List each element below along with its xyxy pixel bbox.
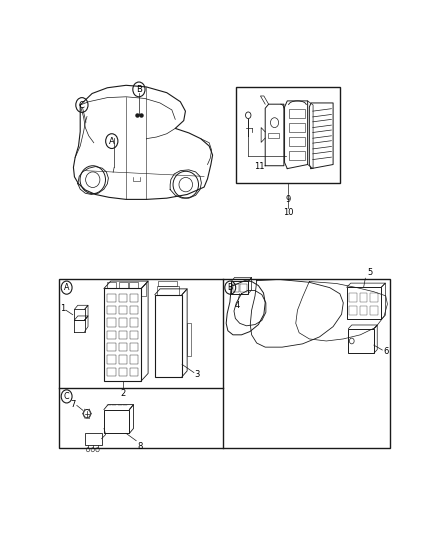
Bar [289,150,305,159]
Text: 11: 11 [254,163,265,172]
Bar [129,282,138,288]
Bar [348,329,374,353]
Bar [233,284,239,292]
Text: A: A [109,136,115,146]
Bar [119,306,127,314]
Bar [268,133,279,138]
Text: C: C [64,392,70,401]
Text: 1: 1 [60,304,65,313]
Text: 4: 4 [235,301,240,310]
Bar [119,318,127,327]
Bar [107,282,116,288]
Bar [346,287,381,319]
Bar [350,306,357,315]
Text: 2: 2 [120,389,125,398]
Text: B: B [227,283,233,292]
Text: B: B [136,85,142,94]
Bar [119,282,128,288]
Bar [231,281,248,294]
Bar [158,281,177,286]
Bar [130,306,138,314]
Bar [360,306,367,315]
Bar [119,343,127,351]
Bar [107,368,116,376]
Bar [107,306,116,314]
Bar [107,330,116,339]
Bar [104,288,141,381]
Bar [360,293,367,302]
Bar [107,318,116,327]
Bar [85,432,102,445]
Bar [187,324,191,356]
Text: 10: 10 [283,208,293,217]
Bar [130,343,138,351]
Bar [130,318,138,327]
Bar [371,293,378,302]
Bar [371,306,378,315]
Text: A: A [64,283,69,292]
Bar [156,286,179,295]
Bar [130,294,138,302]
Bar [119,356,127,364]
Bar [350,293,357,302]
Bar [104,409,129,433]
Bar [130,356,138,364]
Bar [155,295,182,377]
Bar [107,356,116,364]
Bar [237,86,340,183]
Bar [107,343,116,351]
Bar [119,368,127,376]
Text: 7: 7 [71,400,76,409]
Bar [107,294,116,302]
Bar [119,294,127,302]
Bar [289,109,305,118]
Bar [130,330,138,339]
Text: 6: 6 [383,347,389,356]
Text: 8: 8 [137,441,142,450]
Text: 5: 5 [367,268,372,277]
Bar [240,284,247,292]
Text: 3: 3 [194,370,200,379]
Text: 9: 9 [286,195,291,204]
Bar [130,368,138,376]
Bar [59,279,390,448]
Bar [289,123,305,132]
Bar [119,330,127,339]
Text: C: C [79,101,85,109]
Bar [289,136,305,146]
